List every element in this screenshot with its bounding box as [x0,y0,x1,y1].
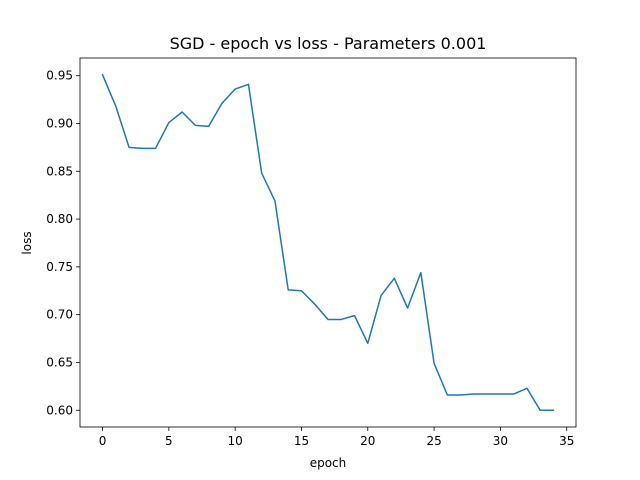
x-tick-label: 10 [228,434,243,448]
chart-title: SGD - epoch vs loss - Parameters 0.001 [170,34,487,53]
y-tick-label: 0.90 [46,116,73,130]
y-axis-label: loss [20,231,34,254]
y-tick-label: 0.80 [46,212,73,226]
y-tick-label: 0.60 [46,403,73,417]
x-tick-label: 5 [165,434,173,448]
x-tick-label: 35 [559,434,574,448]
series-line-loss [101,73,555,412]
x-tick-label: 30 [493,434,508,448]
y-tick-label: 0.70 [46,308,73,322]
x-tick-label: 20 [360,434,375,448]
y-tick-label: 0.95 [46,69,73,83]
x-tick-label: 0 [99,434,107,448]
y-tick-label: 0.75 [46,260,73,274]
x-axis-label: epoch [310,456,347,470]
x-tick-label: 25 [426,434,441,448]
y-tick-label: 0.85 [46,164,73,178]
x-tick-label: 15 [294,434,309,448]
plot-frame [79,57,577,428]
y-tick-label: 0.65 [46,355,73,369]
axis-ticks: 0 5 10 15 20 25 30 35 0.60 0.65 0.70 0.75 0.80 0.85 0.… [46,69,574,448]
